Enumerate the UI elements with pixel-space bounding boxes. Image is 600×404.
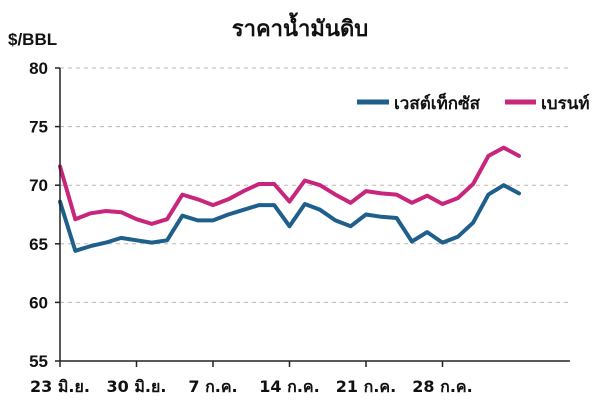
x-tick-label: 14 ก.ค. xyxy=(259,377,319,396)
series-line-1 xyxy=(58,183,521,253)
chart-title: ราคาน้ำมันดิบ xyxy=(232,12,368,42)
series-line-2 xyxy=(58,145,521,226)
series-lines xyxy=(58,145,521,253)
y-tick-label: 70 xyxy=(29,176,48,195)
legend: เวสต์เท็กซัส เบรนท์ xyxy=(357,91,590,114)
y-tick-label: 80 xyxy=(29,59,48,78)
x-tick-label: 30 มิ.ย. xyxy=(107,377,167,396)
x-tick-label: 21 ก.ค. xyxy=(336,377,396,396)
x-tick-label: 23 มิ.ย. xyxy=(30,377,90,396)
y-tick-label: 60 xyxy=(29,293,48,312)
y-tick-label: 75 xyxy=(29,118,48,137)
y-axis-unit-label: $/BBL xyxy=(8,30,57,49)
axes: 55 60 65 70 75 80 23 มิ.ย. 30 มิ.ย. 7 ก.ค. 14 ก.ค… xyxy=(29,59,570,396)
y-tick-label: 55 xyxy=(29,352,48,371)
legend-label-2: เบรนท์ xyxy=(541,93,590,114)
x-tick-label: 7 ก.ค. xyxy=(188,377,237,396)
gridlines xyxy=(60,67,570,303)
legend-label-1: เวสต์เท็กซัส xyxy=(394,91,481,114)
x-tick-label: 28 ก.ค. xyxy=(412,377,472,396)
y-tick-label: 65 xyxy=(29,235,48,254)
